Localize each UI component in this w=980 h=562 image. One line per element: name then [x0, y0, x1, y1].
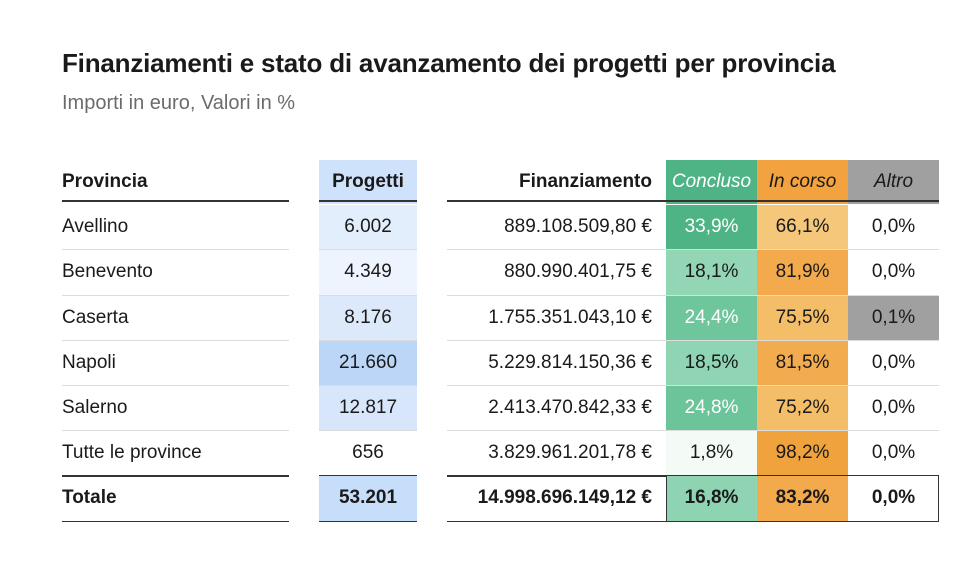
total-top-rule: [447, 475, 939, 477]
table-cell-finanziamento: 3.829.961.201,78 €: [488, 442, 652, 464]
chart-subtitle: Importi in euro, Valori in %: [62, 92, 296, 114]
row-divider: [319, 430, 417, 432]
row-divider: [447, 385, 939, 386]
table-cell-altro: 0,0%: [848, 205, 939, 250]
row-divider: [447, 249, 939, 251]
table-cell-altro: 0,1%: [848, 295, 939, 340]
table-cell-progetti: 4.349: [319, 250, 417, 295]
table-cell-concluso: 18,1%: [666, 250, 757, 295]
total-top-rule: [62, 475, 289, 477]
table-cell-provincia: Salerno: [62, 397, 128, 419]
total-cell-finanziamento: 14.998.696.149,12 €: [477, 487, 652, 509]
table-cell-finanziamento: 2.413.470.842,33 €: [488, 397, 652, 419]
table-cell-finanziamento: 889.108.509,80 €: [504, 216, 652, 238]
header-rule: [447, 200, 939, 202]
total-cell-progetti: 53.201: [319, 476, 417, 521]
row-divider: [319, 385, 417, 386]
table-cell-concluso: 18,5%: [666, 340, 757, 385]
table-cell-concluso: 24,8%: [666, 386, 757, 431]
row-divider: [62, 294, 289, 296]
table-cell-concluso: 1,8%: [666, 431, 757, 476]
table-cell-provincia: Napoli: [62, 351, 116, 373]
table-cell-finanziamento: 880.990.401,75 €: [504, 261, 652, 283]
header-rule: [319, 200, 417, 202]
total-border: [666, 476, 667, 521]
column-header-concluso: Concluso: [666, 160, 757, 205]
table-cell-in-corso: 81,9%: [757, 250, 848, 295]
table-cell-progetti: 12.817: [319, 386, 417, 431]
table-cell-provincia: Benevento: [62, 261, 153, 283]
table-cell-progetti: 6.002: [319, 205, 417, 250]
table-cell-in-corso: 98,2%: [757, 431, 848, 476]
total-bottom-rule: [319, 520, 417, 523]
row-divider: [62, 339, 289, 341]
table-cell-altro: 0,0%: [848, 431, 939, 476]
table-cell-concluso: 24,4%: [666, 295, 757, 340]
column-header-altro: Altro: [848, 160, 939, 205]
row-divider: [62, 249, 289, 251]
table-cell-finanziamento: 1.755.351.043,10 €: [488, 306, 652, 328]
table-cell-in-corso: 75,2%: [757, 386, 848, 431]
row-divider: [319, 294, 417, 296]
total-border: [938, 476, 939, 521]
total-bottom-rule: [62, 520, 289, 523]
total-cell-altro: 0,0%: [848, 476, 939, 521]
table-cell-provincia: Tutte le province: [62, 442, 202, 464]
table-cell-altro: 0,0%: [848, 250, 939, 295]
column-header-provincia: Provincia: [62, 171, 148, 193]
row-divider: [62, 385, 289, 386]
total-cell-in-corso: 83,2%: [757, 476, 848, 521]
column-header-in-corso: In corso: [757, 160, 848, 205]
table-cell-concluso: 33,9%: [666, 205, 757, 250]
total-cell-concluso: 16,8%: [666, 476, 757, 521]
table-cell-provincia: Caserta: [62, 306, 129, 328]
total-cell-provincia: Totale: [62, 487, 117, 509]
table-cell-altro: 0,0%: [848, 386, 939, 431]
table-cell-progetti: 656: [319, 431, 417, 476]
column-header-finanziamento: Finanziamento: [518, 171, 652, 193]
table-cell-progetti: 21.660: [319, 340, 417, 385]
table-cell-altro: 0,0%: [848, 340, 939, 385]
row-divider: [447, 430, 939, 432]
table-cell-finanziamento: 5.229.814.150,36 €: [488, 351, 652, 373]
row-divider: [447, 339, 939, 341]
table-cell-in-corso: 75,5%: [757, 295, 848, 340]
row-divider: [447, 294, 939, 296]
table-cell-in-corso: 66,1%: [757, 205, 848, 250]
total-bottom-rule: [447, 520, 939, 523]
table-cell-progetti: 8.176: [319, 295, 417, 340]
row-divider: [319, 249, 417, 251]
column-header-progetti: Progetti: [319, 160, 417, 205]
row-divider: [62, 430, 289, 432]
header-rule: [62, 200, 289, 202]
chart-title: Finanziamenti e stato di avanzamento dei…: [62, 48, 836, 78]
table-cell-provincia: Avellino: [62, 216, 129, 238]
total-top-rule: [319, 475, 417, 477]
table-cell-in-corso: 81,5%: [757, 340, 848, 385]
row-divider: [319, 339, 417, 341]
